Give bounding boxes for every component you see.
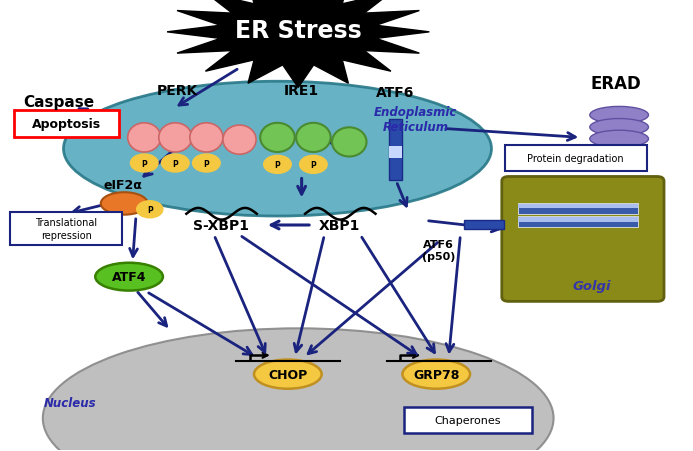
Bar xyxy=(518,203,638,214)
Circle shape xyxy=(137,201,163,218)
Circle shape xyxy=(161,155,189,173)
Text: Apoptosis: Apoptosis xyxy=(33,118,101,131)
Text: XBP1: XBP1 xyxy=(319,219,360,232)
FancyBboxPatch shape xyxy=(14,111,119,138)
FancyBboxPatch shape xyxy=(404,408,532,433)
Text: Protein degradation: Protein degradation xyxy=(527,154,624,164)
Text: S-XBP1: S-XBP1 xyxy=(193,219,249,232)
Bar xyxy=(389,120,403,181)
Text: ERAD: ERAD xyxy=(590,75,641,93)
Text: Caspase: Caspase xyxy=(24,95,95,110)
Circle shape xyxy=(193,155,220,173)
Text: Golgi: Golgi xyxy=(572,280,611,293)
Text: Nucleus: Nucleus xyxy=(44,396,97,409)
Ellipse shape xyxy=(128,124,161,152)
Text: ATF4: ATF4 xyxy=(112,271,146,284)
Ellipse shape xyxy=(43,329,554,451)
Bar xyxy=(464,220,504,230)
Bar xyxy=(518,216,638,228)
Bar xyxy=(518,204,638,209)
Ellipse shape xyxy=(590,107,649,124)
Ellipse shape xyxy=(403,360,470,389)
Text: P: P xyxy=(204,159,209,168)
Ellipse shape xyxy=(296,124,331,152)
Text: Translational
repression: Translational repression xyxy=(35,218,97,240)
Text: P: P xyxy=(141,159,147,168)
Text: eIF2α: eIF2α xyxy=(103,179,143,192)
Circle shape xyxy=(263,156,291,174)
Text: P: P xyxy=(274,161,281,170)
Text: Chaperones: Chaperones xyxy=(435,415,501,425)
Ellipse shape xyxy=(100,193,148,215)
FancyBboxPatch shape xyxy=(505,146,647,172)
Text: P: P xyxy=(147,205,152,214)
Circle shape xyxy=(130,155,158,173)
Text: ATF6
(p50): ATF6 (p50) xyxy=(421,239,455,261)
Text: Endoplasmic
Reticulum: Endoplasmic Reticulum xyxy=(374,106,457,134)
Ellipse shape xyxy=(261,124,295,152)
Text: P: P xyxy=(310,161,316,170)
Bar xyxy=(518,218,638,222)
Ellipse shape xyxy=(95,263,163,291)
Polygon shape xyxy=(167,0,430,88)
Text: ATF6: ATF6 xyxy=(376,86,414,100)
Ellipse shape xyxy=(64,82,491,216)
Text: CHOP: CHOP xyxy=(268,368,308,381)
Circle shape xyxy=(299,156,327,174)
Text: GRP78: GRP78 xyxy=(413,368,459,381)
Bar xyxy=(389,147,403,158)
Ellipse shape xyxy=(190,124,223,152)
Ellipse shape xyxy=(590,131,649,148)
Ellipse shape xyxy=(254,360,322,389)
Text: PERK: PERK xyxy=(157,84,198,98)
Ellipse shape xyxy=(332,128,367,157)
Text: P: P xyxy=(173,159,178,168)
Text: ER Stress: ER Stress xyxy=(235,18,362,42)
FancyBboxPatch shape xyxy=(502,177,664,302)
Ellipse shape xyxy=(223,126,256,155)
Ellipse shape xyxy=(159,124,192,152)
Ellipse shape xyxy=(590,119,649,136)
Text: IRE1: IRE1 xyxy=(284,84,319,98)
FancyBboxPatch shape xyxy=(10,212,122,246)
